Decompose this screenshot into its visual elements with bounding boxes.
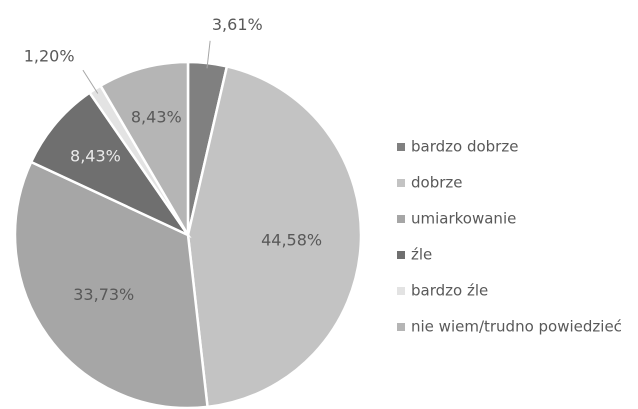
legend-swatch	[397, 287, 405, 295]
legend-swatch	[397, 323, 405, 331]
data-label: 33,73%	[73, 285, 134, 304]
pie-slice	[29, 90, 192, 239]
data-label: 8,43%	[70, 146, 121, 165]
legend-label: bardzo dobrze	[411, 138, 518, 156]
pie-slice	[98, 60, 190, 240]
leader-line	[206, 40, 211, 69]
data-label: 44,58%	[261, 230, 322, 249]
legend-swatch	[397, 179, 405, 187]
legend-label: źle	[411, 246, 432, 264]
legend-label: bardzo źle	[411, 282, 488, 300]
data-label: 3,61%	[212, 15, 263, 34]
legend-swatch	[397, 251, 405, 259]
pie-slice	[186, 64, 363, 409]
legend-swatch	[397, 215, 405, 223]
legend-label: umiarkowanie	[411, 210, 516, 228]
legend-label: nie wiem/trudno powiedzieć	[411, 318, 622, 336]
data-label: 8,43%	[131, 108, 182, 127]
legend-swatch	[397, 143, 405, 151]
legend-label: dobrze	[411, 174, 463, 192]
pie-slice	[13, 160, 209, 409]
data-label: 1,20%	[24, 47, 75, 66]
leader-line	[82, 69, 99, 94]
